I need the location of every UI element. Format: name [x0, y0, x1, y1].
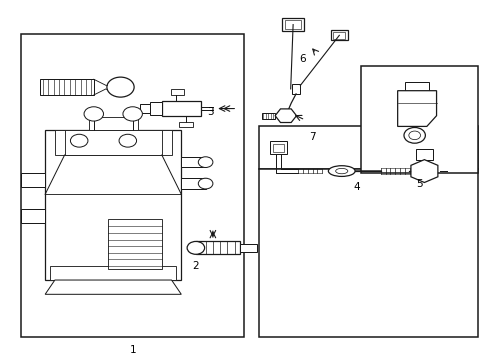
Ellipse shape: [328, 166, 354, 176]
Circle shape: [187, 242, 204, 254]
Polygon shape: [269, 141, 287, 154]
Polygon shape: [330, 30, 347, 40]
Polygon shape: [272, 144, 284, 152]
Polygon shape: [333, 32, 345, 39]
Polygon shape: [45, 280, 181, 294]
Polygon shape: [21, 173, 45, 187]
Circle shape: [408, 131, 420, 140]
Polygon shape: [397, 91, 436, 126]
Polygon shape: [40, 79, 94, 95]
Polygon shape: [50, 266, 176, 280]
Text: 1: 1: [129, 345, 136, 355]
Text: 3: 3: [207, 107, 213, 117]
Polygon shape: [285, 20, 300, 29]
Polygon shape: [21, 208, 45, 223]
Circle shape: [198, 178, 212, 189]
Polygon shape: [410, 159, 437, 183]
Circle shape: [119, 134, 136, 147]
Circle shape: [198, 157, 212, 167]
Polygon shape: [415, 149, 432, 159]
Polygon shape: [45, 130, 181, 280]
Circle shape: [122, 107, 142, 121]
Polygon shape: [179, 122, 193, 127]
Polygon shape: [259, 126, 477, 169]
Ellipse shape: [335, 168, 347, 174]
Polygon shape: [162, 101, 201, 116]
Polygon shape: [55, 130, 171, 155]
Polygon shape: [404, 82, 428, 91]
Polygon shape: [140, 104, 149, 113]
Polygon shape: [170, 89, 183, 95]
Text: 2: 2: [192, 261, 199, 271]
Polygon shape: [291, 84, 299, 94]
Polygon shape: [181, 178, 205, 189]
Circle shape: [84, 107, 103, 121]
Polygon shape: [196, 242, 239, 254]
Polygon shape: [361, 66, 477, 173]
Text: 5: 5: [415, 179, 422, 189]
Polygon shape: [89, 117, 137, 130]
Polygon shape: [181, 157, 205, 167]
Polygon shape: [108, 219, 162, 269]
Polygon shape: [275, 109, 296, 122]
Text: 7: 7: [308, 132, 315, 142]
Text: 4: 4: [352, 182, 359, 192]
Polygon shape: [149, 102, 162, 115]
Polygon shape: [262, 113, 275, 118]
Circle shape: [70, 134, 88, 147]
Polygon shape: [259, 169, 477, 337]
Polygon shape: [64, 130, 162, 155]
Polygon shape: [282, 18, 303, 31]
Polygon shape: [239, 244, 256, 252]
Text: 6: 6: [299, 54, 305, 64]
Circle shape: [107, 77, 134, 97]
Polygon shape: [21, 33, 244, 337]
Circle shape: [403, 127, 425, 143]
